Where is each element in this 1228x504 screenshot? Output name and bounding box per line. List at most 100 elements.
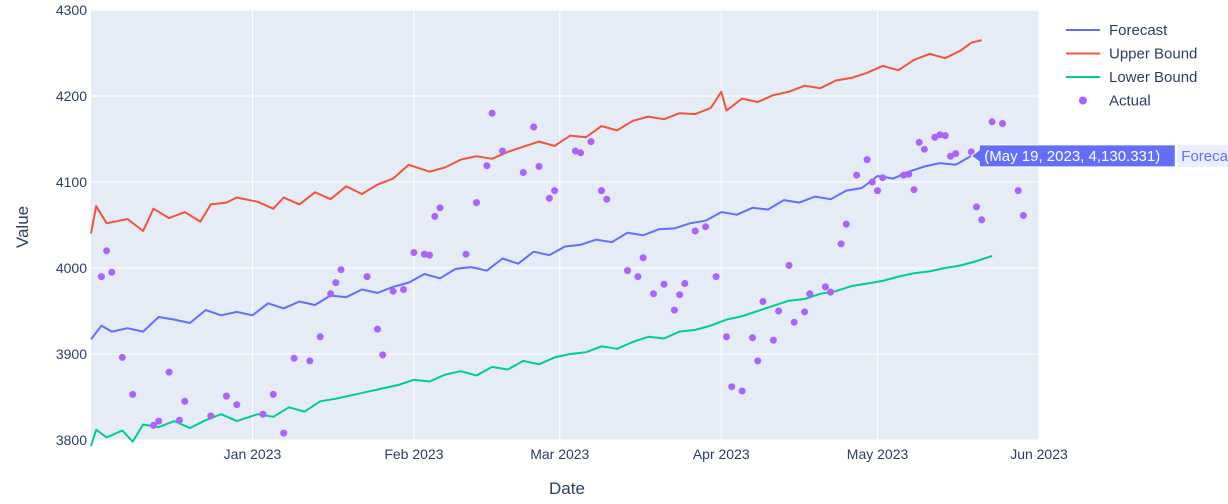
actual-point: [624, 267, 631, 275]
actual-point: [519, 169, 527, 176]
actual-point: [801, 308, 809, 316]
actual-point: [436, 204, 444, 212]
actual-point: [108, 268, 116, 276]
actual-point: [379, 351, 387, 359]
actual-point: [868, 178, 876, 186]
forecast-line: [90, 155, 972, 341]
actual-point: [639, 254, 647, 262]
actual-point: [947, 152, 954, 160]
x-tick-label: Jun 2023: [1010, 446, 1068, 462]
x-tick-label: May 2023: [847, 446, 909, 462]
actual-point: [165, 368, 173, 376]
actual-point: [910, 186, 918, 194]
actual-point: [306, 357, 314, 365]
actual-point: [363, 273, 371, 281]
legend[interactable]: Forecast Upper Bound Lower Bound Actual: [1066, 22, 1197, 110]
actual-point: [259, 410, 267, 418]
actual-point: [978, 216, 986, 224]
actual-point: [535, 163, 543, 170]
actual-point: [712, 273, 720, 281]
legend-item-actual[interactable]: Actual: [1079, 93, 1151, 110]
actual-point: [936, 131, 944, 139]
x-tick-label: Feb 2023: [384, 446, 443, 462]
hover-value-text: (May 19, 2023, 4,130.331): [984, 148, 1160, 165]
actual-point: [676, 291, 684, 299]
actual-point: [759, 298, 767, 305]
actual-point: [577, 149, 585, 157]
legend-swatch-actual: [1079, 96, 1087, 105]
actual-point: [702, 223, 710, 231]
actual-point: [483, 162, 491, 170]
actual-point: [915, 138, 923, 146]
actual-point: [905, 170, 913, 178]
x-tick-label: Jan 2023: [224, 446, 282, 462]
actual-point: [806, 290, 814, 298]
actual-point: [681, 280, 689, 287]
actual-point: [400, 286, 407, 293]
actual-point: [1014, 187, 1022, 195]
grid: [91, 9, 1040, 441]
legend-label-lower-bound: Lower Bound: [1109, 69, 1197, 86]
actual-point: [634, 273, 642, 281]
series-lines: [90, 39, 993, 447]
actual-point: [598, 187, 605, 195]
hover-box: [970, 144, 1176, 168]
actual-point: [290, 354, 298, 362]
actual-point: [837, 240, 845, 248]
actual-point: [821, 283, 829, 291]
actual-point: [723, 333, 730, 341]
actual-point: [337, 266, 345, 274]
actual-point: [967, 148, 975, 156]
actual-point: [749, 334, 756, 342]
actual-point: [931, 133, 939, 141]
actual-point: [842, 220, 850, 228]
actual-point: [103, 247, 111, 255]
actual-point: [738, 387, 746, 395]
actual-point: [1019, 212, 1027, 219]
actual-point: [420, 250, 428, 258]
actual-point: [660, 280, 668, 288]
actual-point: [181, 397, 189, 405]
actual-point: [545, 194, 553, 202]
actual-point: [863, 156, 871, 164]
actual-point: [874, 187, 881, 195]
actual-point: [269, 390, 277, 398]
actual-point: [530, 123, 538, 131]
y-axis-title: Value: [13, 206, 32, 248]
actual-point: [389, 287, 397, 295]
actual-point: [233, 401, 241, 409]
legend-item-upper-bound[interactable]: Upper Bound: [1066, 46, 1197, 63]
legend-label-forecast: Forecast: [1109, 22, 1168, 39]
actual-point: [431, 212, 439, 220]
legend-item-lower-bound[interactable]: Lower Bound: [1066, 69, 1197, 86]
actual-point: [952, 150, 960, 158]
legend-label-actual: Actual: [1109, 93, 1151, 110]
actual-point: [280, 429, 288, 437]
actual-point: [900, 171, 908, 179]
actual-point: [827, 288, 835, 296]
actual-point: [129, 390, 137, 398]
actual-point: [650, 290, 657, 298]
actual-point: [176, 416, 183, 424]
lower-bound-line: [90, 255, 993, 447]
y-tick-label: 3800: [56, 432, 87, 448]
actual-point: [879, 174, 887, 182]
y-tick-label: 4100: [56, 174, 87, 190]
actual-point: [853, 171, 861, 179]
x-axis-title: Date: [549, 479, 585, 498]
actual-point: [941, 132, 949, 140]
actual-point: [790, 318, 798, 326]
actual-point: [754, 357, 762, 365]
actual-point: [222, 392, 230, 400]
actual-point: [118, 353, 126, 361]
actual-point: [332, 279, 340, 287]
y-tick-label: 3900: [56, 346, 87, 362]
actual-point: [920, 145, 928, 153]
actual-point: [691, 227, 699, 235]
actual-point: [988, 118, 996, 126]
actual-point: [775, 307, 783, 315]
actual-markers: [97, 109, 1033, 437]
actual-point: [551, 187, 559, 195]
legend-item-forecast[interactable]: Forecast: [1066, 22, 1168, 39]
actual-point: [155, 417, 163, 425]
